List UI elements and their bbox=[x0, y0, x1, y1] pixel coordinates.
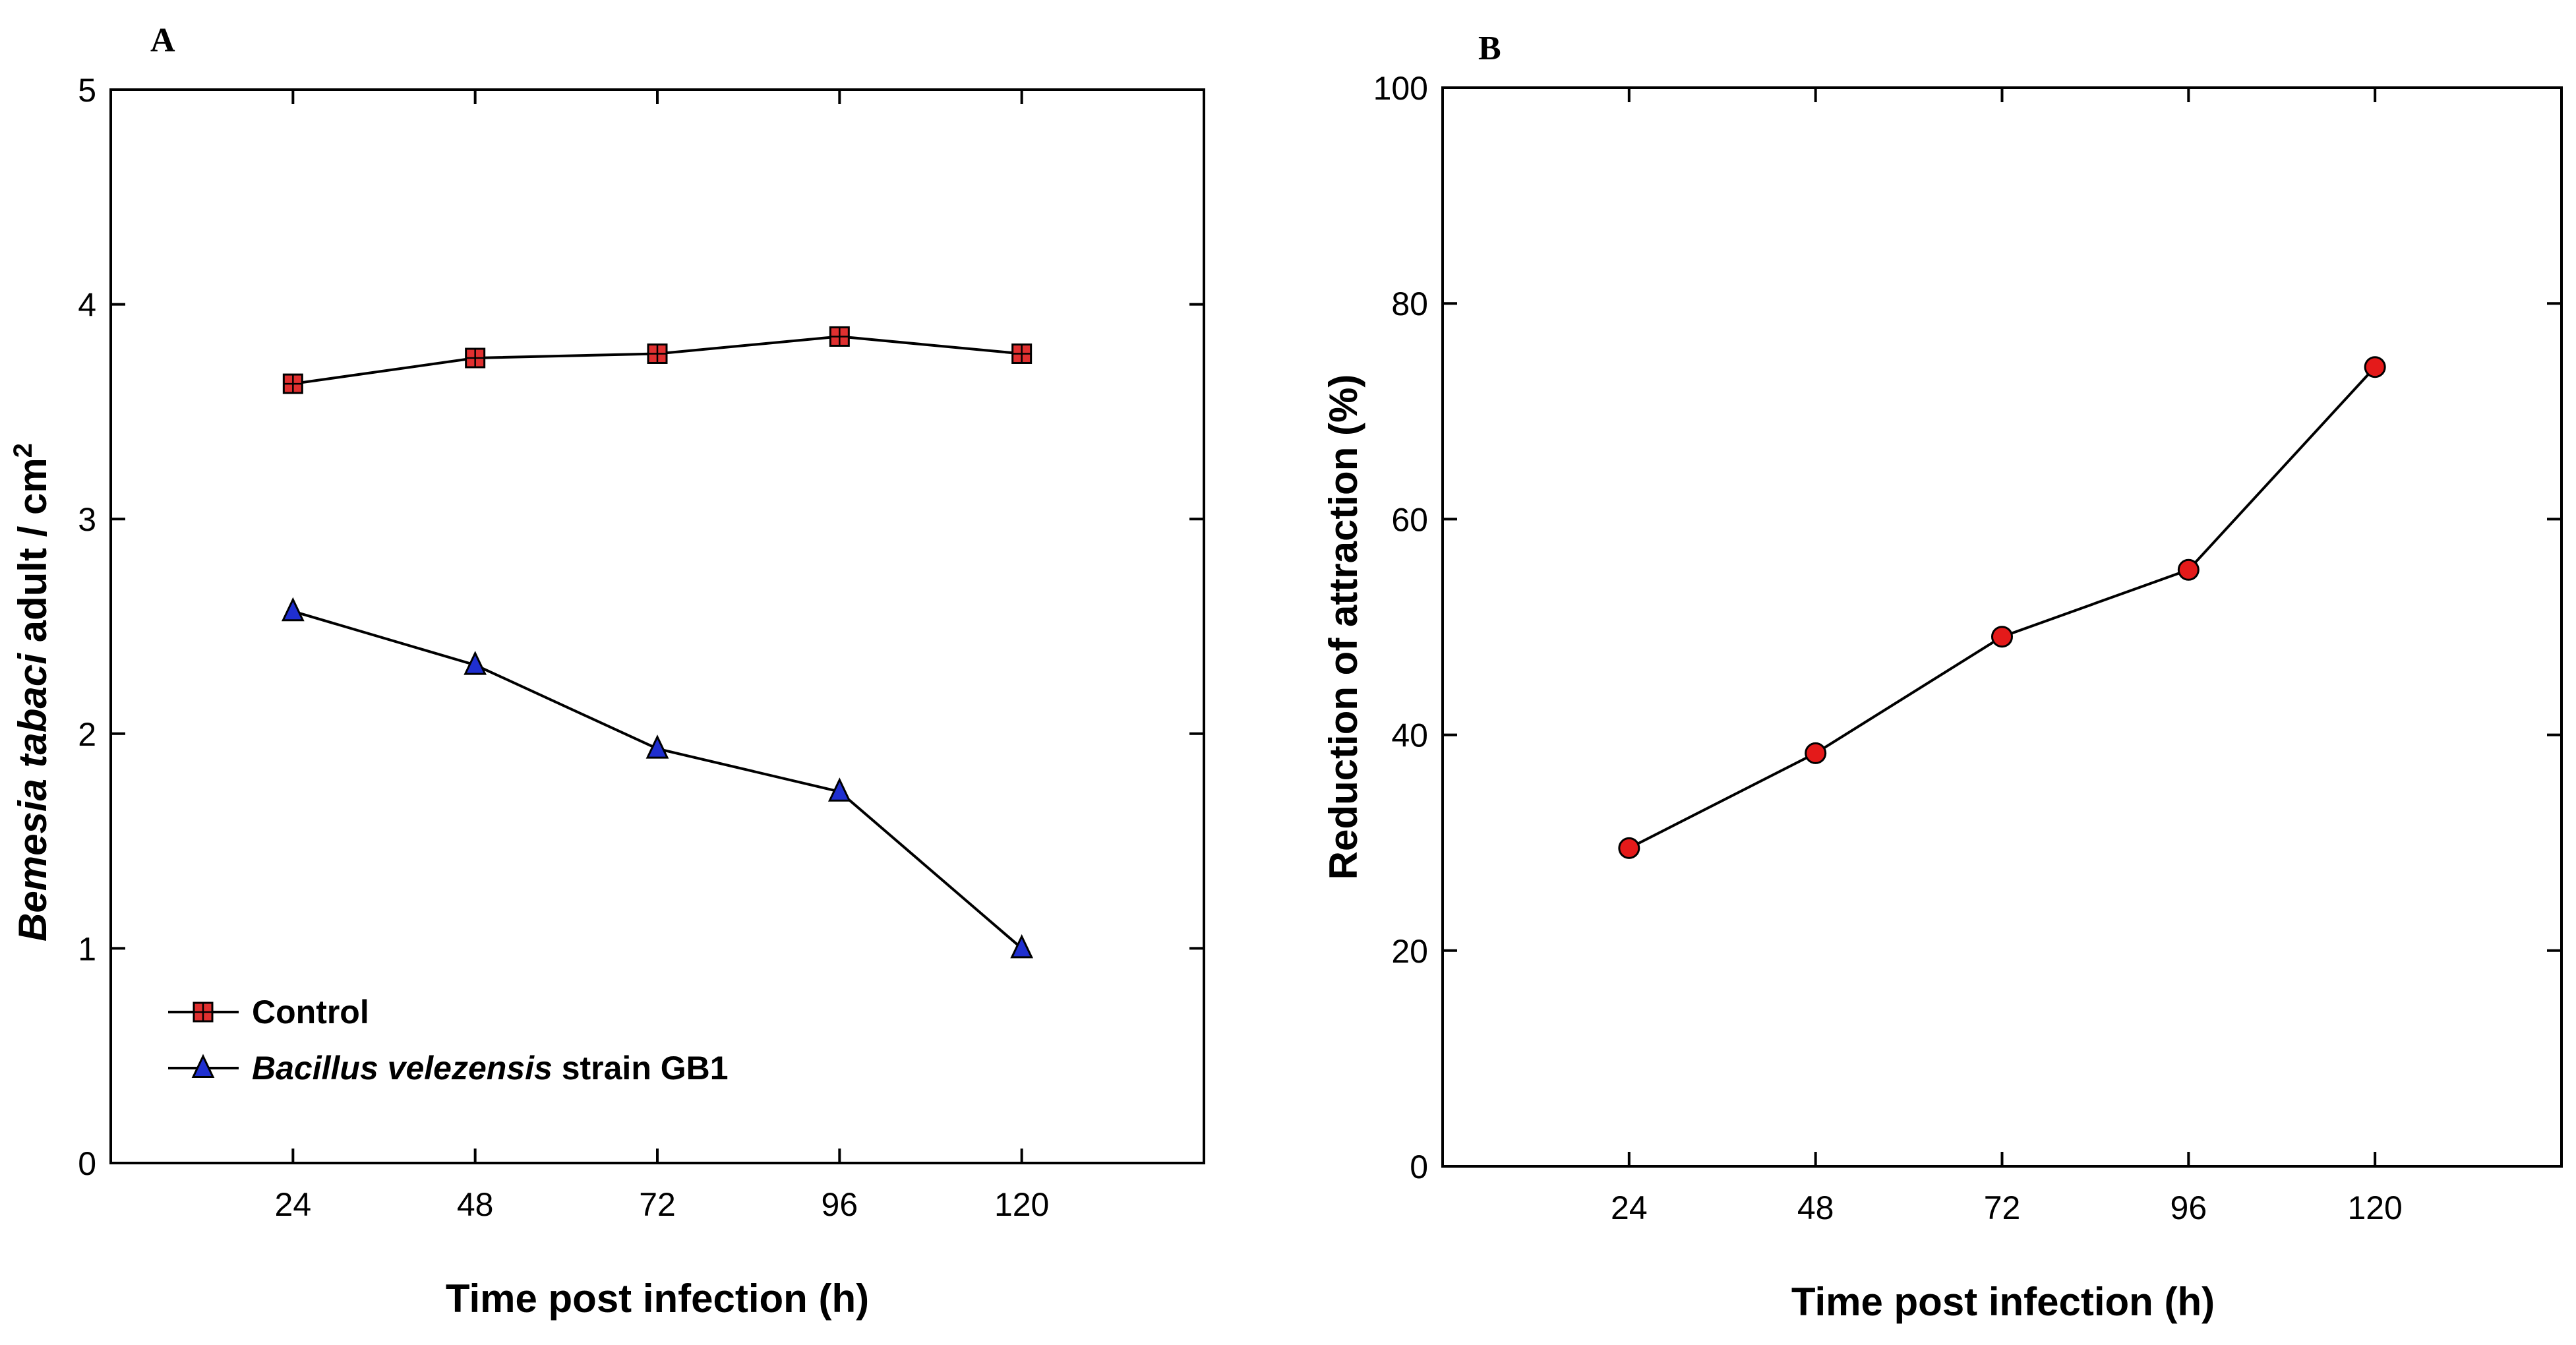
x-tick-label: 24 bbox=[275, 1186, 312, 1223]
y-tick-label: 0 bbox=[1410, 1149, 1428, 1185]
legend-entry-bacillus: Bacillus velezensis strain GB1 bbox=[168, 1050, 729, 1087]
y-tick-label: 80 bbox=[1391, 285, 1428, 322]
panel-a-y-axis-title-species: Bemesia tabaci bbox=[11, 653, 55, 942]
data-point-control bbox=[647, 343, 668, 364]
data-point-reduction bbox=[1805, 742, 1827, 764]
panel-b-y-axis-title: Reduction of attraction (%) bbox=[1321, 374, 1365, 880]
data-point-bacillus bbox=[464, 651, 487, 675]
y-tick-label: 1 bbox=[78, 930, 96, 967]
legend-label-control-text: Control bbox=[252, 994, 369, 1031]
panel-a-legend: Control Bacillus velezensis strain GB1 bbox=[168, 994, 729, 1087]
y-tick-label: 20 bbox=[1391, 933, 1428, 970]
data-point-reduction bbox=[1991, 626, 2013, 648]
panel-b-x-axis-title: Time post infection (h) bbox=[1791, 1280, 2215, 1324]
panel-a-y-axis-title: Bemesia tabaci adult / cm2 bbox=[9, 443, 55, 942]
data-point-bacillus bbox=[281, 597, 305, 622]
legend-label-bacillus-strain: strain GB1 bbox=[553, 1050, 729, 1087]
data-point-control bbox=[465, 347, 486, 369]
data-point-reduction bbox=[1618, 837, 1640, 859]
panel-b-label: B bbox=[1478, 30, 1501, 67]
legend-marker-control bbox=[193, 1001, 214, 1023]
data-point-bacillus bbox=[645, 734, 669, 759]
y-tick-label: 5 bbox=[78, 72, 96, 109]
legend-square-marker bbox=[193, 1001, 214, 1023]
legend-triangle-marker bbox=[191, 1054, 215, 1078]
panel-a: A 0 1 2 3 4 5 24 48 72 96 120 Time post infection… bbox=[9, 22, 1205, 1321]
x-tick-label: 72 bbox=[639, 1186, 676, 1223]
x-tick-label: 72 bbox=[1984, 1189, 2021, 1226]
x-tick-label: 24 bbox=[1611, 1189, 1648, 1226]
panel-b-y-ticks: 0 20 40 60 80 100 bbox=[1373, 70, 2561, 1185]
panel-b: B 0 20 40 60 80 100 24 48 72 96 120 Time post inf… bbox=[1321, 30, 2563, 1324]
data-point-control bbox=[829, 326, 850, 347]
panel-b-series bbox=[1618, 356, 2386, 859]
x-tick-label: 96 bbox=[822, 1186, 858, 1223]
x-tick-label: 120 bbox=[2347, 1189, 2402, 1226]
legend-marker-bacillus bbox=[191, 1054, 215, 1078]
panel-a-y-axis-title-exponent: 2 bbox=[9, 443, 38, 458]
panel-a-x-axis-title: Time post infection (h) bbox=[446, 1276, 869, 1321]
data-point-bacillus bbox=[827, 777, 851, 802]
panel-a-y-ticks: 0 1 2 3 4 5 bbox=[78, 72, 1204, 1182]
x-tick-label: 48 bbox=[1797, 1189, 1834, 1226]
panel-a-series bbox=[281, 326, 1034, 959]
legend-label-bacillus-species: Bacillus velezensis bbox=[252, 1050, 553, 1087]
y-tick-label: 100 bbox=[1373, 70, 1428, 107]
y-tick-label: 40 bbox=[1391, 717, 1428, 754]
panel-b-x-ticks: 24 48 72 96 120 bbox=[1611, 88, 2403, 1226]
legend-entry-control: Control bbox=[168, 994, 369, 1031]
data-point-reduction bbox=[2364, 356, 2386, 378]
y-tick-label: 0 bbox=[78, 1145, 96, 1182]
data-point-control bbox=[282, 373, 303, 394]
y-tick-label: 2 bbox=[78, 716, 96, 753]
y-tick-label: 4 bbox=[78, 287, 96, 324]
data-point-reduction bbox=[2177, 558, 2200, 581]
y-tick-label: 3 bbox=[78, 501, 96, 538]
data-point-control bbox=[1011, 343, 1033, 364]
legend-label-control: Control bbox=[252, 994, 369, 1031]
panel-a-y-axis-title-unit: adult / cm bbox=[11, 458, 55, 653]
y-tick-label: 60 bbox=[1391, 501, 1428, 538]
x-tick-label: 96 bbox=[2171, 1189, 2207, 1226]
x-tick-label: 120 bbox=[994, 1186, 1049, 1223]
panel-a-x-ticks: 24 48 72 96 120 bbox=[275, 90, 1049, 1223]
legend-label-bacillus: Bacillus velezensis strain GB1 bbox=[252, 1050, 729, 1087]
panel-a-label: A bbox=[150, 22, 175, 59]
x-tick-label: 48 bbox=[457, 1186, 494, 1223]
data-point-bacillus bbox=[1010, 934, 1034, 959]
